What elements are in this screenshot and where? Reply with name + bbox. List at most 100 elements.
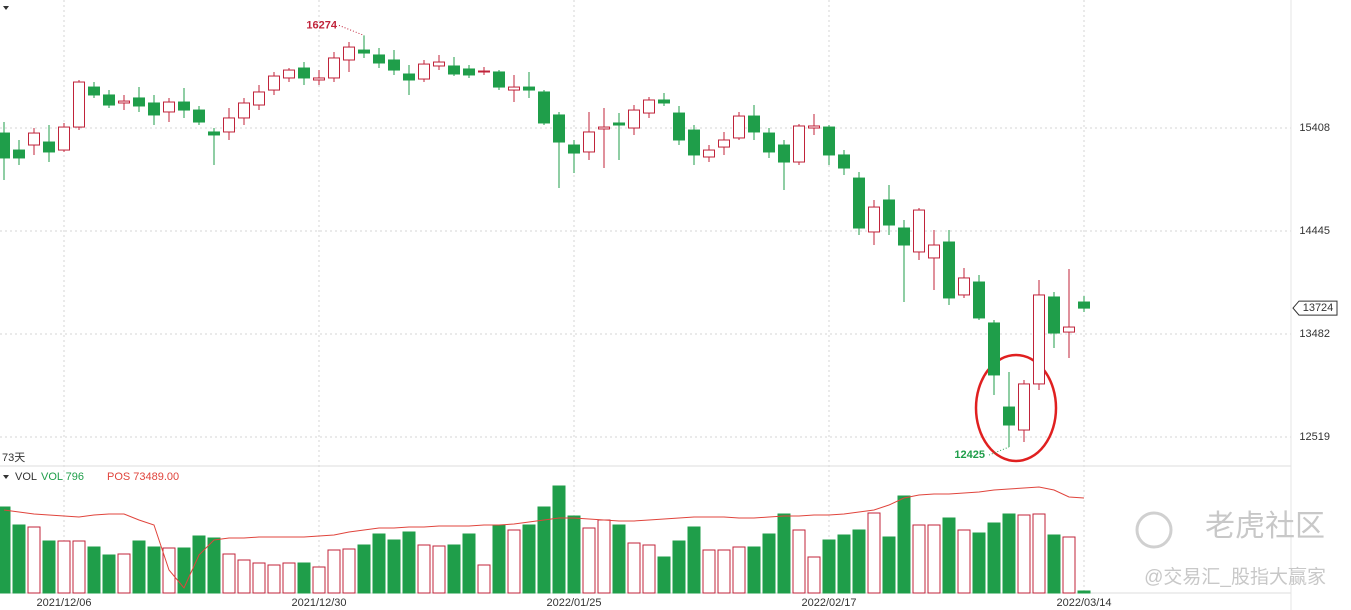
candle-body [1063, 326, 1075, 333]
menu-arrow[interactable] [3, 475, 9, 479]
volume-line [3, 486, 1085, 589]
candle-body [223, 117, 235, 133]
volume-bar [12, 524, 26, 594]
candle-body [763, 132, 775, 153]
candle-body [43, 141, 55, 153]
volume-bar [867, 512, 881, 594]
volume-bar [0, 506, 11, 594]
candle-body [778, 144, 790, 163]
candle-body [328, 57, 340, 79]
volume-bar [747, 546, 761, 594]
volume-title: VOL [15, 471, 37, 483]
candle-body [973, 281, 985, 319]
candle-body [448, 65, 460, 75]
volume-bar [642, 544, 656, 594]
volume-bar [687, 526, 701, 594]
volume-bar [507, 529, 521, 594]
menu-arrow[interactable] [3, 6, 9, 10]
candle-body [703, 149, 715, 158]
candle-body [538, 91, 550, 124]
annotation-leader [338, 24, 365, 36]
candle-body [643, 99, 655, 114]
candle-body [913, 209, 925, 253]
volume-bar [267, 564, 281, 594]
volume-bar [957, 529, 971, 594]
candle-body [28, 132, 40, 146]
volume-bar [777, 513, 791, 594]
volume-bar [372, 533, 386, 594]
volume-bar [1002, 513, 1016, 594]
candle-body [463, 68, 475, 76]
volume-bar [732, 546, 746, 594]
candle-body [793, 125, 805, 163]
x-tick-label: 2021/12/30 [291, 597, 346, 609]
volume-bar [462, 533, 476, 594]
last-price-box [1292, 300, 1338, 316]
volume-bar [312, 566, 326, 594]
candle-body [958, 277, 970, 296]
candle-body [118, 100, 130, 104]
volume-bar [87, 546, 101, 594]
volume-bar [402, 531, 416, 594]
y-tick-label: 14445 [1299, 225, 1330, 237]
period-label: 73天 [2, 452, 25, 464]
candle-body [73, 81, 85, 128]
candle-body [133, 97, 145, 107]
volume-bar [1017, 514, 1031, 594]
volume-bar [192, 535, 206, 594]
candle-body [253, 91, 265, 106]
volume-bar [117, 553, 131, 594]
volume-bar [297, 562, 311, 594]
volume-bar [627, 542, 641, 594]
volume-bar [702, 549, 716, 594]
candle-body [433, 61, 445, 67]
candle-body [1033, 294, 1045, 385]
volume-bar [1047, 534, 1061, 594]
volume-bar [582, 527, 596, 594]
candle-body [748, 115, 760, 133]
candle-body [598, 126, 610, 130]
candle-body [283, 69, 295, 79]
candle-body [583, 131, 595, 153]
candle-body [523, 86, 535, 91]
volume-bar [612, 524, 626, 594]
candle-body [898, 227, 910, 246]
candle-body [1078, 301, 1090, 309]
volume-bar [837, 534, 851, 594]
candle-body [193, 109, 205, 123]
candle-body [103, 94, 115, 106]
volume-bar [477, 564, 491, 594]
candle-body [238, 102, 250, 119]
volume-bar [252, 562, 266, 594]
candle-body [1048, 296, 1060, 334]
candle-body [1018, 383, 1030, 431]
volume-bar [432, 545, 446, 594]
volume-bar [492, 524, 506, 594]
candle-body [853, 177, 865, 229]
candle-body [988, 322, 1000, 376]
volume-bar [177, 547, 191, 594]
volume-legend: VOL 796 [41, 471, 84, 483]
candle-body [823, 126, 835, 156]
candle-body [208, 131, 220, 136]
candle-body [13, 149, 25, 159]
candle-body [88, 86, 100, 96]
volume-bar [1062, 536, 1076, 594]
volume-bar [1077, 590, 1091, 594]
volume-bar [102, 554, 116, 594]
volume-bar [222, 553, 236, 594]
volume-bar [282, 562, 296, 594]
candle-body [373, 54, 385, 64]
candle-body [673, 112, 685, 141]
candle-body [493, 71, 505, 88]
volume-bar [57, 540, 71, 594]
volume-bar [942, 517, 956, 594]
candle-body [418, 63, 430, 80]
y-tick-label: 12519 [1299, 431, 1330, 443]
candle-body [838, 154, 850, 169]
candle-body [343, 46, 355, 61]
volume-bar [882, 536, 896, 594]
volume-bar [147, 546, 161, 594]
candle-body [403, 73, 415, 81]
